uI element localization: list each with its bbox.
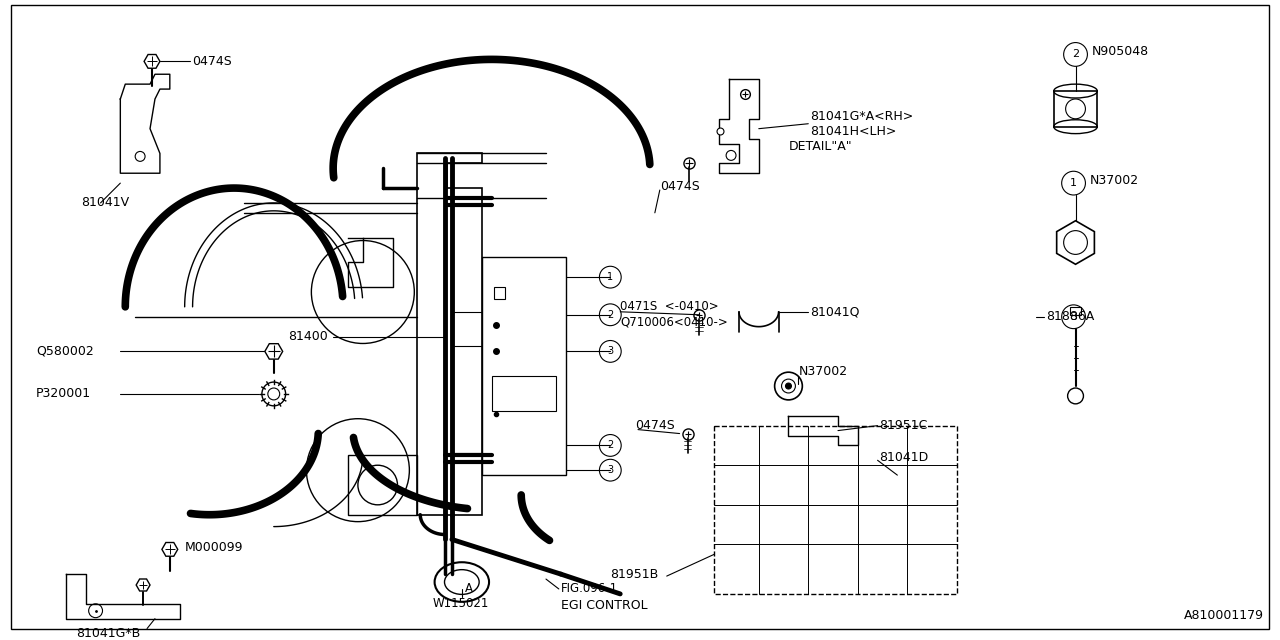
Polygon shape bbox=[1057, 221, 1094, 264]
Text: N905048: N905048 bbox=[1092, 45, 1148, 58]
Text: A810001179: A810001179 bbox=[1184, 609, 1263, 621]
Text: 81400: 81400 bbox=[288, 330, 329, 343]
Text: 2: 2 bbox=[607, 440, 613, 451]
Text: 3: 3 bbox=[607, 346, 613, 356]
Bar bbox=[1053, 91, 1097, 127]
Polygon shape bbox=[145, 54, 160, 68]
Text: 81041H<LH>: 81041H<LH> bbox=[810, 125, 896, 138]
Text: M000099: M000099 bbox=[184, 541, 243, 554]
Text: A: A bbox=[465, 582, 472, 595]
Text: 0474S: 0474S bbox=[192, 55, 233, 68]
Bar bbox=[492, 376, 556, 411]
Text: EGI CONTROL: EGI CONTROL bbox=[561, 599, 648, 612]
Bar bbox=[348, 455, 417, 515]
Text: 81041G*A<RH>: 81041G*A<RH> bbox=[810, 110, 914, 124]
Polygon shape bbox=[136, 579, 150, 591]
Text: 2: 2 bbox=[607, 310, 613, 320]
Text: 81951B: 81951B bbox=[611, 568, 658, 580]
Text: W115021: W115021 bbox=[433, 597, 489, 611]
Text: 0474S: 0474S bbox=[635, 419, 675, 432]
Circle shape bbox=[786, 383, 791, 389]
Text: N37002: N37002 bbox=[799, 365, 847, 378]
Text: 1: 1 bbox=[1070, 178, 1076, 188]
Bar bbox=[1070, 307, 1082, 315]
Text: P320001: P320001 bbox=[36, 387, 91, 401]
Text: 3: 3 bbox=[607, 465, 613, 475]
Text: FIG.096-1: FIG.096-1 bbox=[561, 582, 618, 595]
Text: 81951C: 81951C bbox=[879, 419, 928, 432]
Text: Q710006<0410->: Q710006<0410-> bbox=[621, 315, 728, 328]
Bar bbox=[714, 426, 956, 594]
Text: Q580002: Q580002 bbox=[36, 345, 93, 358]
Text: 2: 2 bbox=[1071, 49, 1079, 60]
Bar bbox=[494, 287, 506, 299]
Polygon shape bbox=[161, 543, 178, 556]
Text: 81041D: 81041D bbox=[879, 451, 929, 464]
Text: 3: 3 bbox=[1070, 312, 1076, 322]
Polygon shape bbox=[265, 344, 283, 359]
Text: 81041G*B: 81041G*B bbox=[76, 627, 140, 640]
Text: 0474S: 0474S bbox=[659, 180, 700, 193]
Text: DETAIL"A": DETAIL"A" bbox=[788, 140, 852, 153]
Text: 81886A: 81886A bbox=[1046, 310, 1094, 323]
Text: 81041V: 81041V bbox=[81, 196, 129, 209]
Bar bbox=[481, 257, 566, 475]
Text: N37002: N37002 bbox=[1089, 173, 1138, 187]
Text: 0471S  <-0410>: 0471S <-0410> bbox=[621, 300, 719, 314]
Text: 1: 1 bbox=[607, 272, 613, 282]
Text: 81041Q: 81041Q bbox=[810, 305, 860, 318]
